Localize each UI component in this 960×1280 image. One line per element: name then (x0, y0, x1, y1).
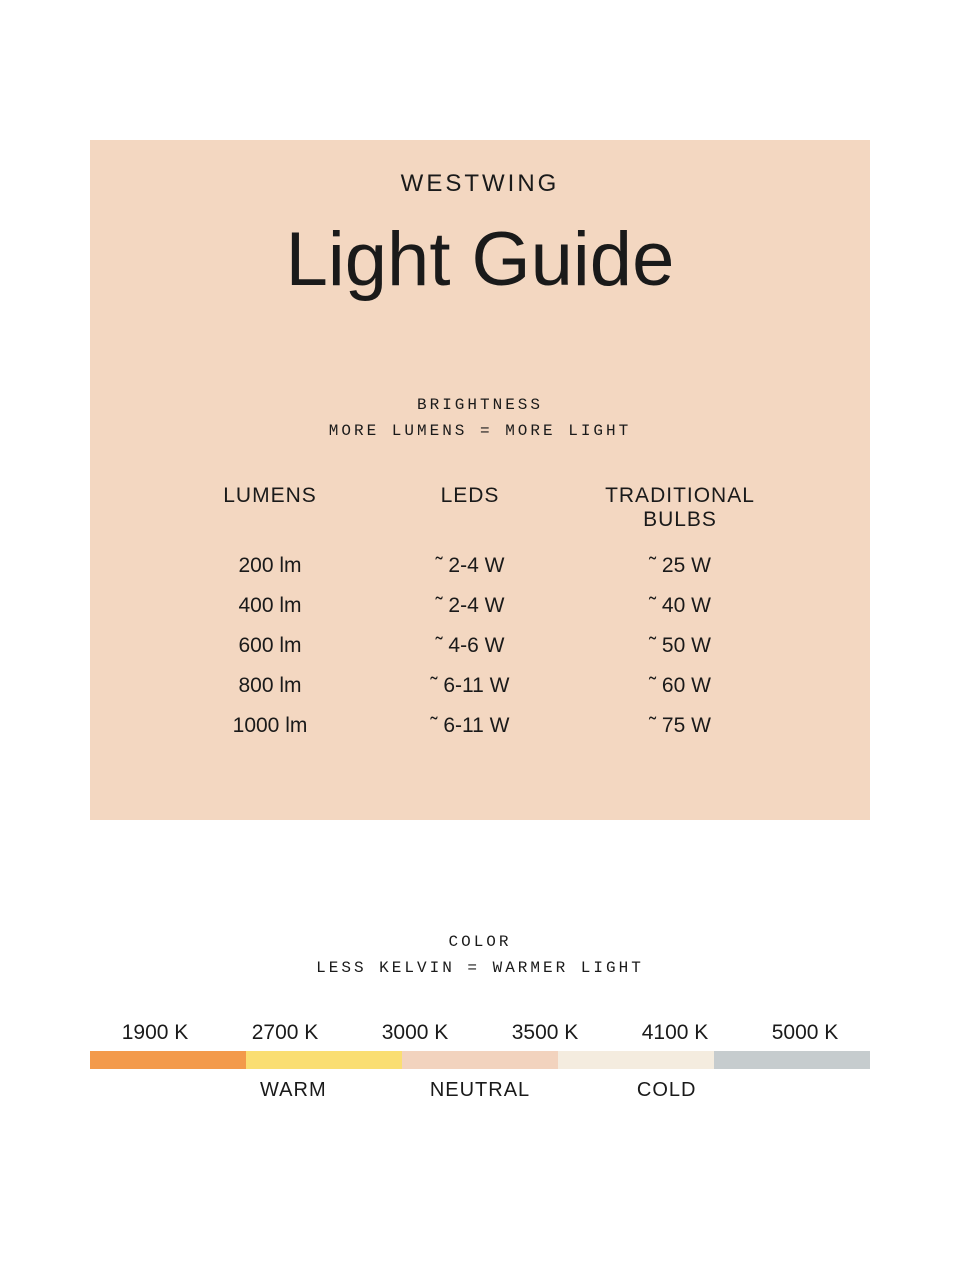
cell-leds: ˜ 6-11 W (370, 706, 570, 746)
color-heading: COLOR LESS KELVIN = WARMER LIGHT (90, 930, 870, 981)
table-row: 1000 lm ˜ 6-11 W ˜ 75 W (170, 706, 790, 746)
cell-lumens: 400 lm (170, 586, 370, 626)
color-segment (402, 1051, 558, 1069)
color-segment (558, 1051, 714, 1069)
kelvin-value: 1900 K (90, 1021, 220, 1045)
cell-traditional: ˜ 25 W (570, 546, 790, 586)
table-row: 400 lm ˜ 2-4 W ˜ 40 W (170, 586, 790, 626)
brightness-heading: BRIGHTNESS MORE LUMENS = MORE LIGHT (130, 393, 830, 444)
kelvin-value: 3500 K (480, 1021, 610, 1045)
color-section: COLOR LESS KELVIN = WARMER LIGHT 1900 K … (90, 930, 870, 1102)
color-segment (714, 1051, 870, 1069)
table-row: 600 lm ˜ 4-6 W ˜ 50 W (170, 626, 790, 666)
cell-lumens: 1000 lm (170, 706, 370, 746)
cell-leds: ˜ 2-4 W (370, 586, 570, 626)
kelvin-values: 1900 K 2700 K 3000 K 3500 K 4100 K 5000 … (90, 1021, 870, 1045)
cell-leds: ˜ 4-6 W (370, 626, 570, 666)
label-warm: WARM (90, 1079, 387, 1102)
cell-traditional: ˜ 75 W (570, 706, 790, 746)
cell-traditional: ˜ 50 W (570, 626, 790, 666)
cell-traditional: ˜ 40 W (570, 586, 790, 626)
kelvin-value: 2700 K (220, 1021, 350, 1045)
table-row: 800 lm ˜ 6-11 W ˜ 60 W (170, 666, 790, 706)
brightness-table: LUMENS LEDS TRADITIONAL BULBS 200 lm ˜ 2… (170, 484, 790, 745)
cell-leds: ˜ 2-4 W (370, 546, 570, 586)
cell-traditional: ˜ 60 W (570, 666, 790, 706)
color-temperature-bar (90, 1051, 870, 1069)
cell-lumens: 600 lm (170, 626, 370, 666)
color-segment (246, 1051, 402, 1069)
kelvin-value: 4100 K (610, 1021, 740, 1045)
cell-lumens: 800 lm (170, 666, 370, 706)
kelvin-value: 3000 K (350, 1021, 480, 1045)
label-cold: COLD (573, 1079, 870, 1102)
table-row: 200 lm ˜ 2-4 W ˜ 25 W (170, 546, 790, 586)
color-segment (90, 1051, 246, 1069)
page-title: Light Guide (130, 216, 830, 303)
brightness-label: BRIGHTNESS (417, 396, 543, 414)
brand-name: WESTWING (130, 170, 830, 198)
cell-leds: ˜ 6-11 W (370, 666, 570, 706)
cell-lumens: 200 lm (170, 546, 370, 586)
brightness-sublabel: MORE LUMENS = MORE LIGHT (329, 422, 631, 440)
col-header-traditional: TRADITIONAL BULBS (570, 484, 790, 546)
col-header-leds: LEDS (370, 484, 570, 546)
col-header-lumens: LUMENS (170, 484, 370, 546)
brightness-table-head: LUMENS LEDS TRADITIONAL BULBS (170, 484, 790, 546)
color-category-labels: WARM NEUTRAL COLD (90, 1079, 870, 1102)
light-guide-card: WESTWING Light Guide BRIGHTNESS MORE LUM… (90, 140, 870, 820)
color-label: COLOR (448, 933, 511, 951)
color-sublabel: LESS KELVIN = WARMER LIGHT (316, 959, 644, 977)
kelvin-value: 5000 K (740, 1021, 870, 1045)
label-neutral: NEUTRAL (387, 1079, 574, 1102)
